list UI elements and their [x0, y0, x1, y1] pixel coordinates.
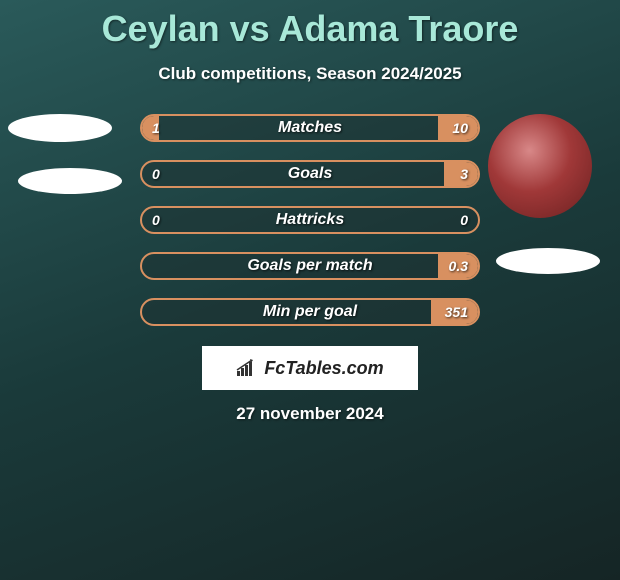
stat-bar-matches: 1 Matches 10 — [140, 114, 480, 142]
stat-label: Matches — [142, 119, 478, 137]
logo-box: FcTables.com — [202, 346, 418, 390]
stat-right-value: 0 — [460, 212, 468, 228]
stat-bar-goals: 0 Goals 3 — [140, 160, 480, 188]
avatar-left-placeholder-2 — [18, 168, 122, 194]
stat-bar-goals-per-match: Goals per match 0.3 — [140, 252, 480, 280]
stat-right-value: 10 — [452, 120, 468, 136]
stat-bars: 1 Matches 10 0 Goals 3 0 Hattricks 0 Goa… — [140, 114, 480, 326]
subtitle: Club competitions, Season 2024/2025 — [0, 64, 620, 84]
avatar-right-image — [488, 114, 592, 218]
logo-text: FcTables.com — [264, 358, 383, 379]
stat-label: Goals — [142, 165, 478, 183]
page-title: Ceylan vs Adama Traore — [0, 0, 620, 50]
avatar-left-placeholder-1 — [8, 114, 112, 142]
date-text: 27 november 2024 — [0, 404, 620, 424]
avatar-right — [488, 114, 592, 218]
stat-label: Hattricks — [142, 211, 478, 229]
avatar-right-placeholder — [496, 248, 600, 274]
stat-label: Goals per match — [142, 257, 478, 275]
stat-bar-hattricks: 0 Hattricks 0 — [140, 206, 480, 234]
stat-right-value: 351 — [445, 304, 468, 320]
stat-bar-min-per-goal: Min per goal 351 — [140, 298, 480, 326]
stat-right-value: 0.3 — [449, 258, 468, 274]
chart-icon — [236, 359, 258, 377]
comparison-area: 1 Matches 10 0 Goals 3 0 Hattricks 0 Goa… — [0, 114, 620, 424]
stat-label: Min per goal — [142, 303, 478, 321]
stat-right-value: 3 — [460, 166, 468, 182]
